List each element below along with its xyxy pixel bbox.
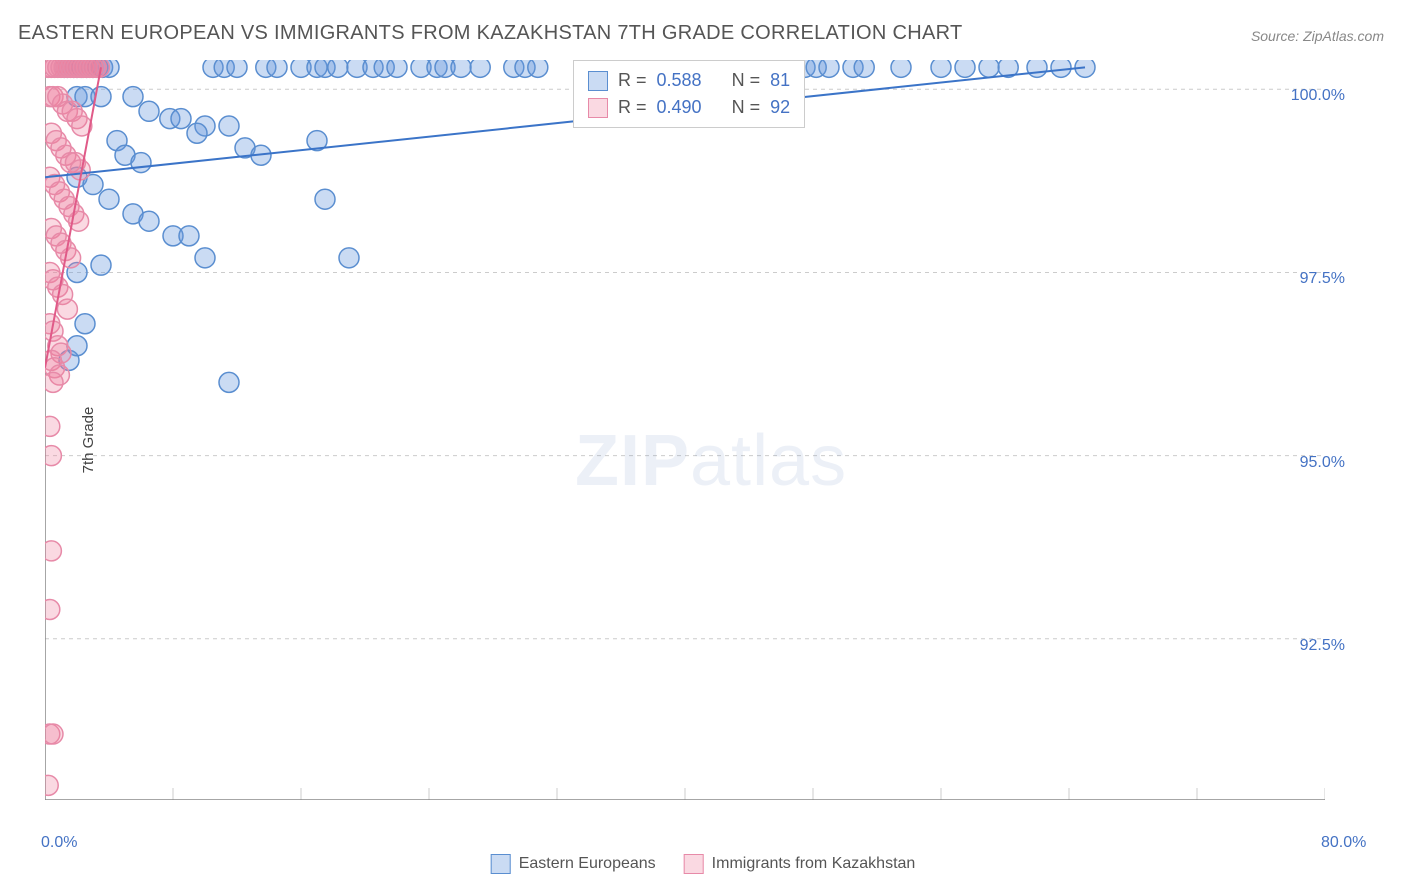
y-tick-label: 97.5% (1300, 270, 1345, 288)
y-tick-label: 95.0% (1300, 454, 1345, 472)
bottom-legend: Eastern Europeans Immigrants from Kazakhs… (491, 854, 916, 874)
y-axis-label: 7th Grade (80, 407, 97, 474)
stat-r-label: R = (618, 67, 647, 94)
stat-r-value: 0.588 (657, 67, 702, 94)
scatter-plot: 7th Grade ZIPatlas 92.5%95.0%97.5%100.0%… (45, 60, 1385, 820)
legend-item: Eastern Europeans (491, 854, 656, 874)
stat-swatch (588, 71, 608, 91)
stat-n-label: N = (732, 67, 761, 94)
chart-svg (45, 60, 1325, 800)
x-tick-label: 0.0% (41, 834, 77, 852)
legend-swatch (684, 854, 704, 874)
legend-label: Eastern Europeans (519, 855, 656, 872)
legend-swatch (491, 854, 511, 874)
y-tick-label: 100.0% (1291, 87, 1345, 105)
stat-r-label: R = (618, 94, 647, 121)
stat-r-value: 0.490 (657, 94, 702, 121)
stat-n-label: N = (732, 94, 761, 121)
legend-label: Immigrants from Kazakhstan (712, 855, 916, 872)
stat-n-value: 81 (770, 67, 790, 94)
stat-row: R = 0.490 N = 92 (588, 94, 790, 121)
stat-n-value: 92 (770, 94, 790, 121)
correlation-stats-box: R = 0.588 N = 81R = 0.490 N = 92 (573, 60, 805, 128)
y-tick-label: 92.5% (1300, 637, 1345, 655)
x-tick-label: 80.0% (1321, 834, 1366, 852)
legend-item: Immigrants from Kazakhstan (684, 854, 916, 874)
stat-swatch (588, 98, 608, 118)
chart-title: EASTERN EUROPEAN VS IMMIGRANTS FROM KAZA… (18, 22, 963, 45)
source-attribution: Source: ZipAtlas.com (1251, 28, 1384, 44)
stat-row: R = 0.588 N = 81 (588, 67, 790, 94)
